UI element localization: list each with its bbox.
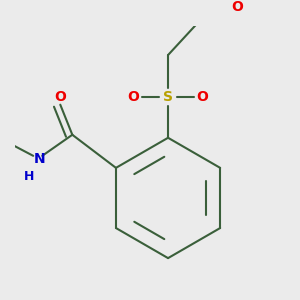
Text: O: O xyxy=(197,90,208,104)
Text: N: N xyxy=(33,152,45,166)
Text: O: O xyxy=(231,0,243,14)
Text: O: O xyxy=(54,90,66,104)
Text: S: S xyxy=(163,90,173,104)
Text: H: H xyxy=(23,170,34,183)
Text: O: O xyxy=(128,90,140,104)
